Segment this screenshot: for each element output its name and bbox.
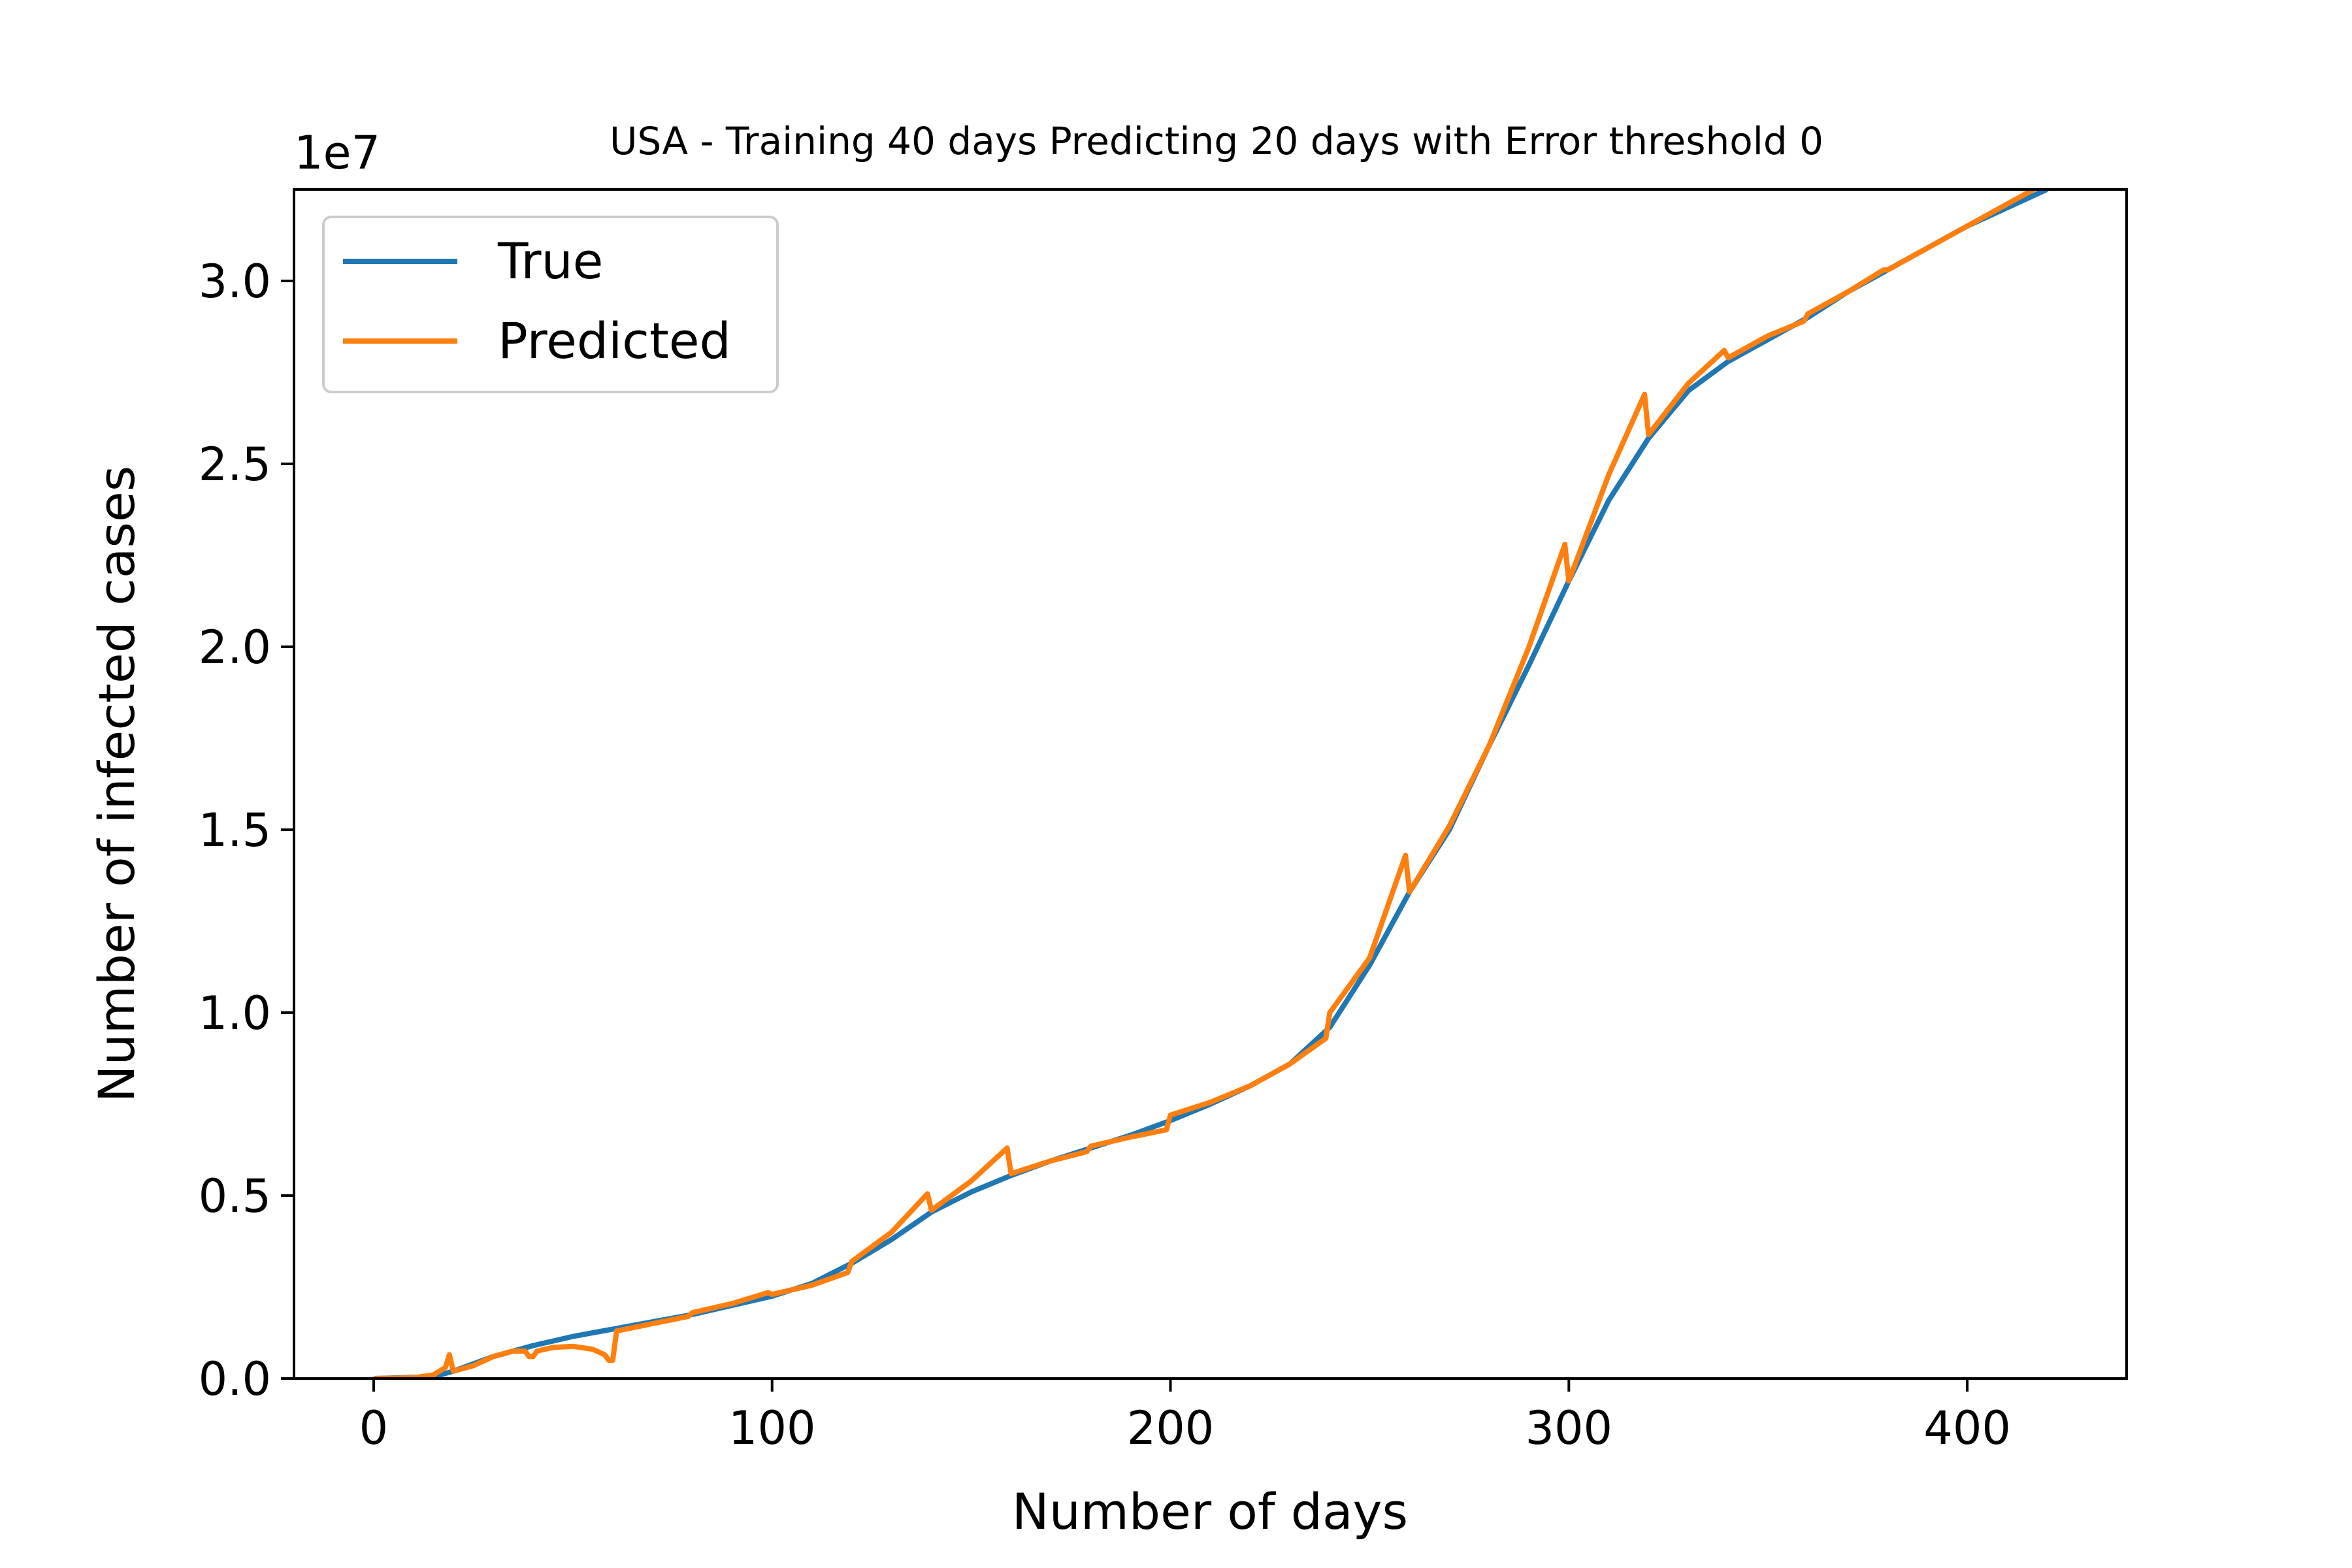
y-tick-label: 3.0 <box>199 255 271 308</box>
x-tick-label: 100 <box>728 1401 816 1455</box>
series-line-predicted <box>373 189 2039 1379</box>
y-tick-label: 2.0 <box>199 621 271 674</box>
x-axis-label: Number of days <box>1012 1482 1408 1541</box>
legend-label-predicted: Predicted <box>498 312 731 370</box>
x-tick-label: 400 <box>1923 1401 2011 1455</box>
y-axis-label: Number of infected cases <box>88 466 146 1103</box>
y-tick-label: 2.5 <box>199 438 271 491</box>
y-tick-label: 1.5 <box>199 804 271 857</box>
y-axis-ticks: 0.0 0.5 1.0 1.5 2.0 2.5 3.0 <box>199 255 294 1406</box>
legend: True Predicted <box>322 216 779 393</box>
y-tick-label: 0.5 <box>199 1169 271 1223</box>
y-offset-label: 1e7 <box>294 126 380 180</box>
x-tick-label: 0 <box>359 1401 389 1455</box>
plot-frame <box>293 188 2128 1380</box>
chart-title: USA - Training 40 days Predicting 20 day… <box>610 119 1823 163</box>
plot-area <box>293 188 2128 1380</box>
legend-label-true: True <box>497 232 603 290</box>
series-group <box>373 189 2048 1379</box>
y-tick-label: 1.0 <box>199 987 271 1040</box>
x-tick-label: 300 <box>1525 1401 1612 1455</box>
y-tick-label: 0.0 <box>199 1352 271 1406</box>
x-tick-label: 200 <box>1127 1401 1215 1455</box>
x-axis-ticks: 0 100 200 300 400 <box>359 1379 2011 1455</box>
